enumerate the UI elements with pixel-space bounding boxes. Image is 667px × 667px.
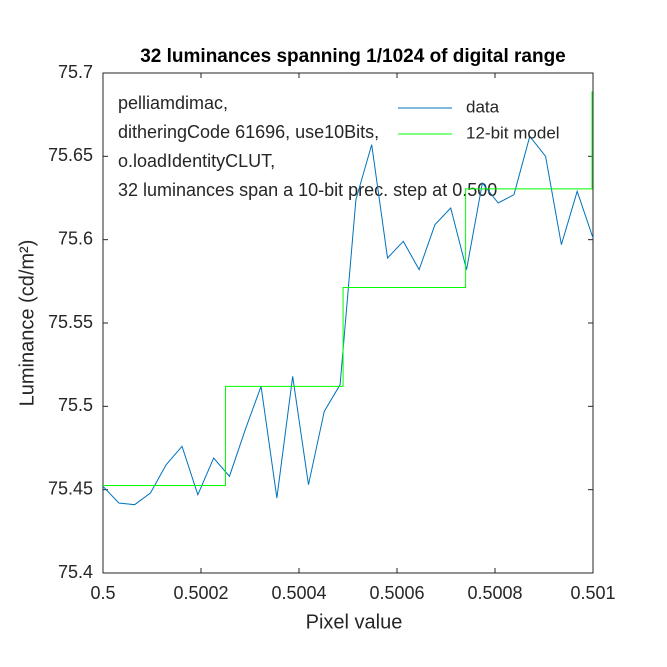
y-tick-label: 75.7 [58,62,93,82]
annotation: ditheringCode 61696, use10Bits, [118,122,379,142]
annotation: o.loadIdentityCLUT, [118,151,275,171]
x-tick-label: 0.5006 [369,583,424,603]
y-tick-label: 75.4 [58,562,93,582]
annotation: 32 luminances span a 10-bit prec. step a… [118,180,497,200]
chart-title: 32 luminances spanning 1/1024 of digital… [140,46,566,67]
line [102,135,594,506]
line [103,91,593,486]
x-tick-label: 0.5002 [173,583,228,603]
legend-label: 12-bit model [466,123,560,142]
x-tick-label: 0.5004 [271,583,326,603]
x-tick-label: 0.501 [570,583,615,603]
x-tick-label: 0.5008 [467,583,522,603]
x-axis-label: Pixel value [306,611,403,633]
legend-label: data [466,97,500,116]
y-tick-label: 75.5 [58,395,93,415]
y-tick-label: 75.6 [58,228,93,248]
y-tick-label: 75.65 [48,145,93,165]
x-tick-label: 0.5 [90,583,115,603]
annotation: pelliamdimac, [118,93,228,113]
y-tick-label: 75.55 [48,312,93,332]
axes-box [102,72,594,574]
y-axis-label: Luminance (cd/m²) [16,240,38,407]
y-tick-label: 75.45 [48,478,93,498]
